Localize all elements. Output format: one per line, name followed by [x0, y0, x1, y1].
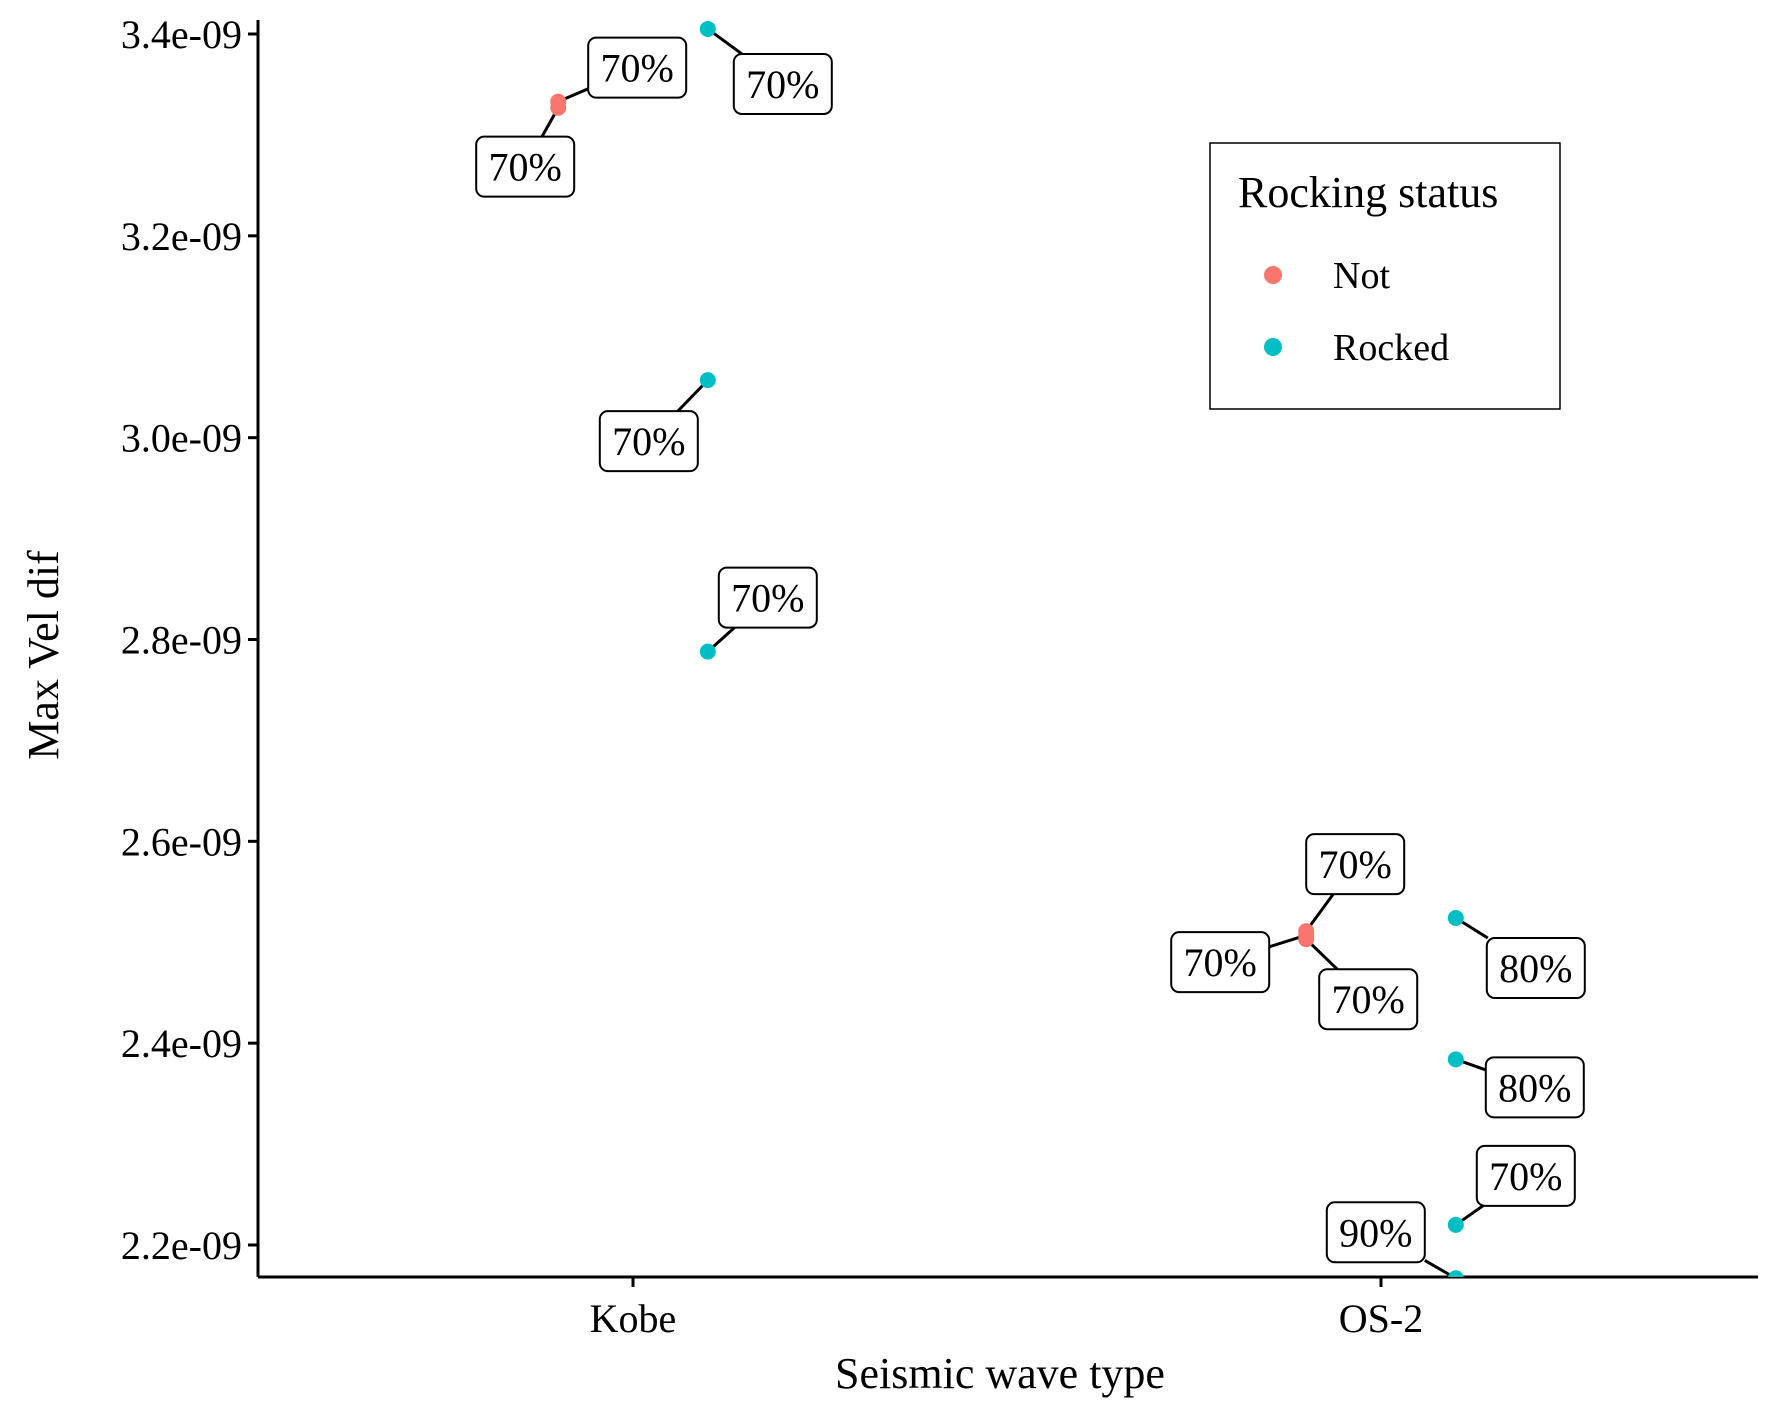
- y-axis-title: Max Vel dif: [19, 550, 68, 760]
- data-label: 90%: [1325, 1201, 1426, 1264]
- axes-layer: [256, 20, 1758, 1279]
- data-label-box: [598, 410, 699, 473]
- data-label-box: [1305, 833, 1406, 896]
- data-label-text: 70%: [1184, 940, 1257, 985]
- ticks-layer: 2.2e-09 2.4e-09 2.6e-09 2.8e-09 3.0e-09 3.2e-…: [121, 12, 1423, 1341]
- data-label-box: [1318, 968, 1419, 1031]
- data-label: 70%: [1305, 833, 1406, 896]
- y-tick-label: 3.4e-09: [121, 12, 242, 57]
- y-tick-label: 2.6e-09: [121, 819, 242, 864]
- data-label: 70%: [717, 566, 818, 629]
- legend-key: [1264, 338, 1282, 356]
- data-label-box: [1485, 937, 1586, 1000]
- x-tick-label: OS-2: [1339, 1296, 1423, 1341]
- data-label: 70%: [1170, 931, 1271, 994]
- data-label-text: 70%: [1319, 842, 1392, 887]
- data-label-text: 70%: [1489, 1154, 1562, 1199]
- data-point: [699, 643, 716, 660]
- x-axis-title: Seismic wave type: [835, 1349, 1165, 1398]
- legend-key: [1264, 266, 1282, 284]
- data-label: 80%: [1485, 937, 1586, 1000]
- data-label-box: [1325, 1201, 1426, 1264]
- data-label-text: 70%: [1332, 977, 1405, 1022]
- data-label-box: [1484, 1056, 1585, 1119]
- data-point: [1447, 1051, 1464, 1068]
- data-points: [550, 20, 1464, 1277]
- legend-title: Rocking status: [1238, 168, 1498, 217]
- data-label-box: [717, 566, 818, 629]
- data-label-text: 70%: [746, 62, 819, 107]
- y-tick-label: 2.4e-09: [121, 1021, 242, 1066]
- data-label: 70%: [475, 135, 576, 198]
- legend-label: Not: [1333, 255, 1390, 297]
- data-label-text: 80%: [1499, 946, 1572, 991]
- data-label: 70%: [1318, 968, 1419, 1031]
- data-label-text: 80%: [1498, 1065, 1571, 1110]
- y-tick-label: 3.2e-09: [121, 214, 242, 259]
- data-label-text: 70%: [489, 145, 562, 190]
- data-point: [699, 20, 716, 37]
- data-label-box: [475, 135, 576, 198]
- data-label-text: 70%: [731, 576, 804, 621]
- data-point: [699, 372, 716, 389]
- data-label-box: [1170, 931, 1271, 994]
- y-tick-label: 2.2e-09: [121, 1223, 242, 1268]
- y-tick-label: 3.0e-09: [121, 416, 242, 461]
- data-label: 70%: [598, 410, 699, 473]
- data-label-text: 90%: [1339, 1210, 1412, 1255]
- data-point: [1447, 910, 1464, 927]
- data-label: 70%: [732, 52, 833, 115]
- data-label-text: 70%: [612, 419, 685, 464]
- y-tick-label: 2.8e-09: [121, 618, 242, 663]
- data-label: 70%: [587, 36, 688, 99]
- data-labels: 70% 70% 70% 70% 70% 70% 70% 70% 80% 80% 70% 90%: [475, 36, 1586, 1264]
- data-point: [1447, 1216, 1464, 1233]
- data-label-box: [732, 52, 833, 115]
- data-label: 80%: [1484, 1056, 1585, 1119]
- data-label: 70%: [1475, 1144, 1576, 1207]
- data-point: [1447, 1270, 1464, 1277]
- data-label-box: [587, 36, 688, 99]
- legend: Rocking status Not Rocked: [1209, 142, 1561, 410]
- data-label-box: [1475, 1144, 1576, 1207]
- x-tick-label: Kobe: [590, 1296, 677, 1341]
- legend-label: Rocked: [1333, 327, 1449, 369]
- data-point: [1298, 931, 1315, 948]
- data-point: [550, 93, 567, 110]
- data-label-text: 70%: [601, 46, 674, 91]
